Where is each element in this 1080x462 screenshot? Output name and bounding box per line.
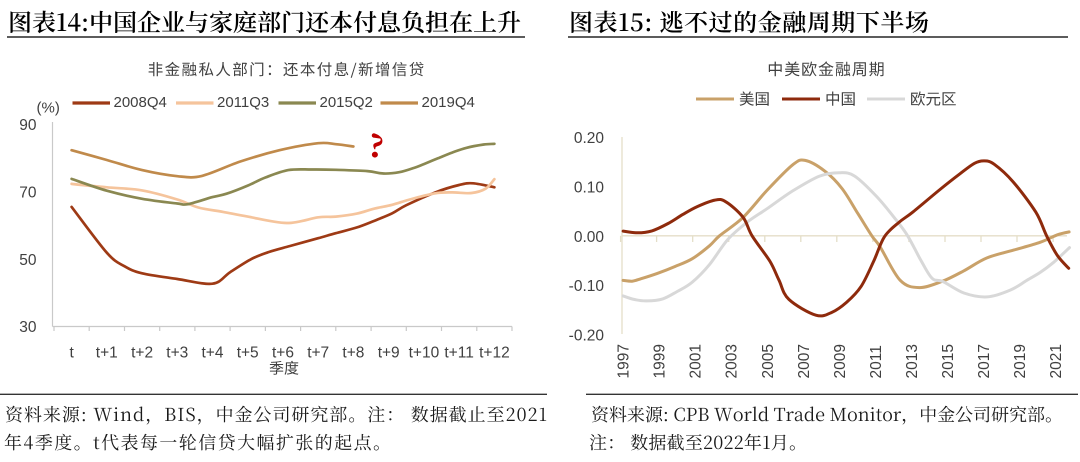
svg-text:2017: 2017 [976, 344, 993, 378]
svg-text:t+1: t+1 [96, 345, 118, 362]
svg-text:90: 90 [19, 117, 37, 134]
svg-text:t: t [69, 345, 74, 362]
svg-text:t+6: t+6 [272, 345, 294, 362]
svg-text:t+12: t+12 [479, 345, 510, 362]
svg-text:2011Q3: 2011Q3 [217, 94, 269, 111]
svg-text:2005: 2005 [760, 344, 777, 378]
svg-text:50: 50 [19, 252, 37, 269]
svg-text:2008Q4: 2008Q4 [114, 94, 167, 111]
svg-text:(%): (%) [37, 100, 60, 117]
svg-text:30: 30 [19, 319, 37, 336]
svg-text:2001: 2001 [688, 344, 705, 378]
svg-text:2003: 2003 [724, 344, 741, 378]
svg-text:-0.10: -0.10 [569, 278, 605, 295]
svg-text:2019Q4: 2019Q4 [422, 94, 475, 111]
svg-text:2015: 2015 [940, 344, 957, 378]
svg-text:1997: 1997 [616, 344, 633, 378]
svg-text:0.10: 0.10 [574, 180, 605, 197]
svg-text:0.20: 0.20 [574, 130, 605, 147]
svg-text:t+11: t+11 [444, 345, 473, 362]
svg-text:t+5: t+5 [237, 345, 259, 362]
svg-text:0.00: 0.00 [574, 229, 605, 246]
svg-text:2009: 2009 [832, 344, 849, 378]
svg-text:2007: 2007 [796, 344, 813, 378]
svg-text:t+8: t+8 [342, 345, 364, 362]
svg-text:t+3: t+3 [166, 345, 188, 362]
svg-text:t+4: t+4 [202, 345, 224, 362]
svg-text:-0.20: -0.20 [569, 327, 605, 344]
svg-text:2019: 2019 [1012, 344, 1029, 378]
svg-text:t+2: t+2 [131, 345, 153, 362]
svg-text:2021: 2021 [1048, 344, 1065, 378]
svg-text:t+10: t+10 [409, 345, 440, 362]
svg-text:t+9: t+9 [378, 345, 400, 362]
svg-text:2015Q2: 2015Q2 [320, 94, 373, 111]
svg-text:2011: 2011 [868, 345, 885, 378]
svg-text:t+7: t+7 [307, 345, 329, 362]
svg-text:1999: 1999 [652, 344, 669, 378]
svg-text:70: 70 [19, 184, 37, 201]
svg-text:2013: 2013 [904, 344, 921, 378]
